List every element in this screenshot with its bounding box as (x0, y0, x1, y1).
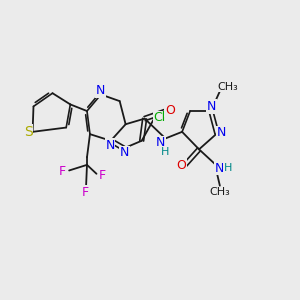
Text: Cl: Cl (153, 111, 166, 124)
Text: N: N (214, 162, 224, 175)
Text: N: N (207, 100, 216, 113)
Text: CH₃: CH₃ (209, 187, 230, 197)
Text: F: F (98, 169, 105, 182)
Text: F: F (59, 165, 66, 178)
Text: N: N (120, 146, 129, 159)
Text: H: H (161, 147, 169, 157)
Text: O: O (165, 104, 175, 117)
Text: H: H (224, 163, 232, 173)
Text: N: N (96, 84, 105, 97)
Text: F: F (82, 186, 89, 199)
Text: N: N (106, 139, 115, 152)
Text: CH₃: CH₃ (218, 82, 238, 92)
Text: O: O (177, 159, 186, 172)
Text: N: N (217, 126, 226, 139)
Text: N: N (156, 136, 165, 149)
Text: S: S (24, 125, 32, 139)
